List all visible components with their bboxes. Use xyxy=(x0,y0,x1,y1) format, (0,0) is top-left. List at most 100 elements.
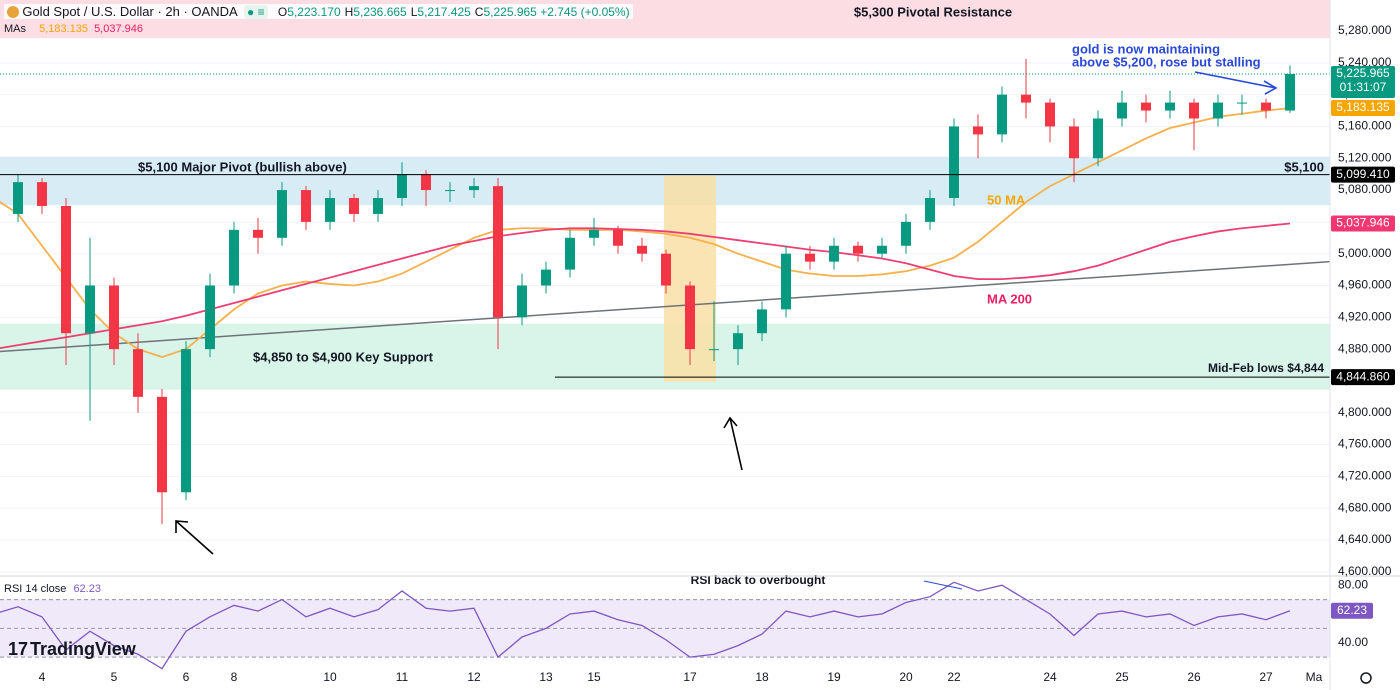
candle-body xyxy=(541,269,551,286)
ohlc-values: O5,223.170 H5,236.665 L5,217.425 C5,225.965 xyxy=(274,5,537,19)
candle-body xyxy=(253,229,263,238)
x-tick-label: 4 xyxy=(39,670,46,684)
candle-body xyxy=(637,245,647,254)
ohlc-value: 5,223.170 xyxy=(287,5,341,19)
annotation: 50 MA xyxy=(987,192,1026,207)
candle-body xyxy=(301,190,311,222)
plot-layer xyxy=(0,58,1331,670)
price-tag-label: 5,099.410 xyxy=(1336,167,1390,181)
price-tag xyxy=(1331,65,1395,98)
rsi-value: 62.23 xyxy=(73,583,101,595)
background-layer xyxy=(0,0,1330,658)
x-tick-label: 5 xyxy=(111,670,118,684)
candle-body xyxy=(37,182,47,206)
x-tick-label: 18 xyxy=(755,670,769,684)
ohlc-key: H xyxy=(344,5,354,19)
candle-body xyxy=(85,285,95,334)
candle-body xyxy=(493,186,503,318)
price-tag-label: 4,844.860 xyxy=(1336,369,1390,383)
arrow xyxy=(175,520,214,555)
x-tick-label: 20 xyxy=(899,670,913,684)
y-tick-label: 4,600.000 xyxy=(1338,564,1392,578)
x-tick-label: 10 xyxy=(323,670,337,684)
y-tick-label: 5,080.000 xyxy=(1338,182,1392,196)
candle-body xyxy=(1285,73,1295,111)
y-tick-label: 5,120.000 xyxy=(1338,150,1392,164)
annotation: $4,850 to $4,900 Key Support xyxy=(253,349,434,364)
candle-body xyxy=(181,349,191,493)
logo-mark: 17 xyxy=(8,639,29,659)
candle-body xyxy=(133,349,143,397)
candle-body xyxy=(661,253,671,286)
arrow xyxy=(1194,71,1278,95)
logo-text: TradingView xyxy=(30,639,136,659)
candle-body xyxy=(997,94,1007,135)
trend-line xyxy=(0,260,1331,353)
candle-body xyxy=(61,205,71,334)
change: +2.745 (+0.05%) xyxy=(540,5,630,19)
candle-body xyxy=(1117,102,1127,119)
candle-body xyxy=(229,229,239,286)
x-tick-label: 17 xyxy=(683,670,697,684)
annotation: $5,100 Major Pivot (bullish above) xyxy=(138,159,347,174)
candle-body xyxy=(589,229,599,238)
x-tick-label: 15 xyxy=(587,670,601,684)
status-badge[interactable]: ● ≡ xyxy=(243,5,268,19)
y-tick-label: 5,280.000 xyxy=(1338,23,1392,37)
candle-body xyxy=(949,126,959,199)
price-tag xyxy=(1331,369,1395,386)
candle-body xyxy=(157,396,167,493)
candle-body xyxy=(565,237,575,270)
candle-body xyxy=(613,229,623,246)
candle-body xyxy=(205,285,215,350)
x-tick-label: 12 xyxy=(467,670,481,684)
annotation: MA 200 xyxy=(987,291,1032,306)
candle-body xyxy=(973,126,983,135)
candle-body xyxy=(445,190,455,192)
price-tag-label: 5,225.965 xyxy=(1336,66,1390,80)
candle-body xyxy=(805,253,815,262)
x-tick-label: 26 xyxy=(1187,670,1201,684)
candle-body xyxy=(277,190,287,238)
y-tick-label: 4,640.000 xyxy=(1338,532,1392,546)
x-tick-label: 19 xyxy=(827,670,841,684)
y-tick-label: 4,920.000 xyxy=(1338,309,1392,323)
candle-body xyxy=(877,245,887,254)
candle-body xyxy=(13,182,23,214)
settings-icon[interactable] xyxy=(1360,672,1372,684)
candle-body xyxy=(1237,102,1247,104)
candle-body xyxy=(349,198,359,214)
ohlc-key: L xyxy=(410,5,418,19)
candle-body xyxy=(397,174,407,199)
candle-body xyxy=(757,309,767,334)
countdown: 01:31:07 xyxy=(1340,80,1387,94)
rsi-tag xyxy=(1331,602,1373,619)
y-tick-label: 4,800.000 xyxy=(1338,405,1392,419)
y-tick-label: 80.00 xyxy=(1338,577,1368,591)
candle-body xyxy=(1141,102,1151,111)
symbol-legend: Gold Spot / U.S. Dollar · 2h · OANDA ● ≡… xyxy=(4,4,633,19)
y-tick-label: 40.00 xyxy=(1338,635,1368,649)
y-tick-label: 5,240.000 xyxy=(1338,55,1392,69)
price-tag-label: 5,037.946 xyxy=(1336,216,1390,230)
price-tag xyxy=(1331,100,1395,117)
price-tag xyxy=(1331,166,1395,183)
logo: 17 TradingView xyxy=(8,639,136,660)
x-tick-label: 6 xyxy=(183,670,190,684)
annotation: $5,300 Pivotal Resistance xyxy=(854,4,1012,19)
candle-body xyxy=(1189,102,1199,119)
annotation: RSI back to overbought xyxy=(691,573,826,587)
rsi-legend: RSI 14 close 62.23 xyxy=(4,583,101,595)
annotation: Mid-Feb lows $4,844 xyxy=(1208,361,1324,375)
price-tag-label: 5,183.135 xyxy=(1336,100,1390,114)
annotation: above $5,200, rose but stalling xyxy=(1072,54,1261,69)
candle-body xyxy=(1261,102,1271,111)
candle-body xyxy=(685,285,695,350)
x-tick-label: 27 xyxy=(1259,670,1273,684)
price-tag xyxy=(1331,215,1395,232)
candle-body xyxy=(925,198,935,222)
y-tick-label: 4,960.000 xyxy=(1338,278,1392,292)
x-tick-label: 13 xyxy=(539,670,553,684)
